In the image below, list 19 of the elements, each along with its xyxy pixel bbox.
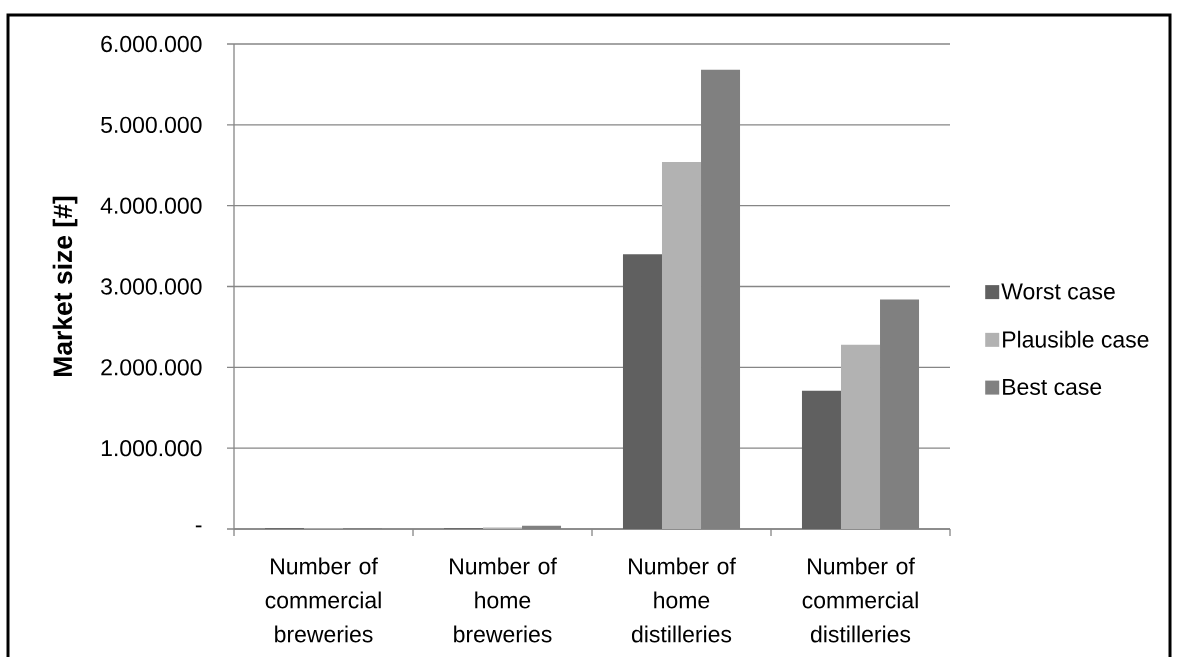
y-tick-label: -	[195, 525, 202, 528]
legend-label: Worst case	[1001, 283, 1115, 300]
x-tick-label: Number of home breweries	[450, 557, 557, 643]
x-tick-label: Number of home distilleries	[629, 557, 736, 643]
bar	[661, 162, 702, 529]
y-tick-label: 4.000.000	[100, 197, 202, 214]
bar	[801, 390, 841, 529]
bar	[622, 254, 662, 529]
x-tick-label: Number of commercial breweries	[265, 557, 381, 643]
y-axis-title: Market size [#]	[52, 196, 78, 377]
y-tick-label: 6.000.000	[101, 35, 202, 53]
bar	[841, 344, 881, 529]
legend-label: Best case	[1003, 378, 1102, 395]
y-tick-label: 2.000.000	[101, 359, 202, 376]
y-tick-label: 1.000.000	[101, 440, 202, 457]
y-tick-label: 5.000.000	[101, 116, 202, 133]
y-tick-label: 3.000.000	[101, 278, 202, 295]
x-tick-label: Number of commercial distilleries	[802, 557, 918, 643]
legend-label: Plausible case	[1003, 330, 1149, 348]
